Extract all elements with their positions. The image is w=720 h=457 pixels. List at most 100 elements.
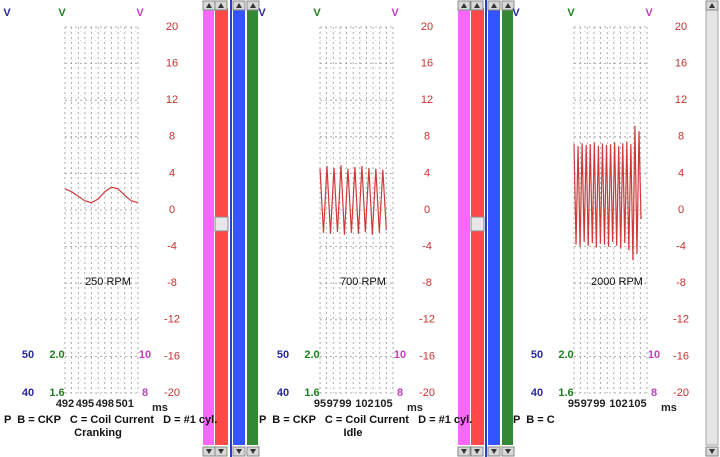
scale-max: 2.0 <box>304 349 319 361</box>
scale-min: 8 <box>651 387 657 399</box>
y-tick-label: 20 <box>166 21 178 33</box>
y-tick-label: 8 <box>424 131 430 143</box>
arrow-glyph <box>218 3 224 8</box>
scale-min: 8 <box>142 387 148 399</box>
arrow-glyph <box>236 3 242 8</box>
y-tick-label: -8 <box>422 277 432 289</box>
x-tick-label: 97 <box>581 398 593 410</box>
arrow-glyph <box>505 3 511 8</box>
scale-min: 1.6 <box>304 387 319 399</box>
scroll-arrows <box>202 0 719 457</box>
blue-bar <box>488 8 500 445</box>
scale-unit: V <box>645 7 653 19</box>
y-tick-label: -8 <box>167 277 177 289</box>
scale-max: 50 <box>277 349 289 361</box>
y-tick-label: 4 <box>169 167 175 179</box>
scale-unit: V <box>3 7 11 19</box>
scale-min: 1.6 <box>558 387 573 399</box>
y-tick-label: 12 <box>421 94 433 106</box>
scale-unit: V <box>512 7 520 19</box>
waveform <box>319 165 387 235</box>
mode-label: Idle <box>344 427 363 439</box>
y-tick-label: -16 <box>673 350 689 362</box>
arrow-glyph <box>218 449 224 454</box>
x-tick-label: 97 <box>327 398 339 410</box>
y-tick-label: -20 <box>164 387 180 399</box>
scale-max: 2.0 <box>558 349 573 361</box>
rpm-label: 700 RPM <box>340 276 386 288</box>
y-tick-label: 16 <box>675 58 687 70</box>
green-bar <box>247 8 258 445</box>
arrow-glyph <box>461 3 467 8</box>
x-tick-label: 95 <box>314 398 326 410</box>
y-tick-label: -4 <box>422 241 432 253</box>
x-axis-label: ms <box>407 402 423 414</box>
y-tick-label: -12 <box>419 314 435 326</box>
magenta-bar <box>203 8 214 445</box>
y-tick-label: -8 <box>676 277 686 289</box>
scale-unit: V <box>391 7 399 19</box>
scale-min: 40 <box>22 387 34 399</box>
arrow-glyph <box>250 3 256 8</box>
y-tick-label: -12 <box>673 314 689 326</box>
x-tick-label: 99 <box>593 398 605 410</box>
blue-bar <box>233 8 245 445</box>
arrow-glyph <box>474 3 480 8</box>
scroll-thumb[interactable] <box>470 216 485 232</box>
y-tick-label: -4 <box>676 241 686 253</box>
divider <box>485 0 487 457</box>
scroll-thumb[interactable] <box>214 216 229 232</box>
x-tick-label: 99 <box>339 398 351 410</box>
scale-min: 40 <box>277 387 289 399</box>
waveform <box>64 186 139 204</box>
arrow-glyph <box>709 3 715 8</box>
channel-bars <box>203 0 719 457</box>
x-tick-label: 501 <box>116 398 134 410</box>
footer-legend: P B = CKP C = Coil Current D = #1 cyl. <box>259 414 472 426</box>
y-tick-label: 4 <box>678 167 684 179</box>
y-tick-label: -20 <box>419 387 435 399</box>
scale-max: 2.0 <box>49 349 64 361</box>
x-tick-label: 95 <box>568 398 580 410</box>
scale-unit: V <box>136 7 144 19</box>
y-tick-label: 12 <box>166 94 178 106</box>
scale-unit: V <box>567 7 575 19</box>
x-tick-label: 492 <box>56 398 74 410</box>
x-axis-label: ms <box>661 402 677 414</box>
scale-unit: V <box>313 7 321 19</box>
x-tick-label: 105 <box>628 398 646 410</box>
y-tick-label: 4 <box>424 167 430 179</box>
y-tick-label: 8 <box>678 131 684 143</box>
divider <box>230 0 232 457</box>
scale-max: 10 <box>394 349 406 361</box>
x-tick-label: 102 <box>355 398 373 410</box>
rpm-label: 2000 RPM <box>591 276 643 288</box>
arrow-glyph <box>505 449 511 454</box>
green-bar <box>502 8 513 445</box>
scale-max: 10 <box>139 349 151 361</box>
arrow-glyph <box>709 449 715 454</box>
scale-min: 1.6 <box>49 387 64 399</box>
arrow-glyph <box>206 449 212 454</box>
arrow-glyph <box>250 449 256 454</box>
y-tick-label: 12 <box>675 94 687 106</box>
y-tick-label: 0 <box>424 204 430 216</box>
x-tick-label: 498 <box>96 398 114 410</box>
footer-legend: P B = CKP C = Coil Current D = #1 cyl. <box>4 414 217 426</box>
y-tick-label: 8 <box>169 131 175 143</box>
scale-min: 40 <box>531 387 543 399</box>
scale-unit: V <box>258 7 266 19</box>
scale-max: 10 <box>648 349 660 361</box>
arrow-glyph <box>461 449 467 454</box>
x-axis-label: ms <box>152 402 168 414</box>
y-tick-label: -12 <box>164 314 180 326</box>
footer-legend: P B = C <box>513 414 555 426</box>
x-tick-label: 105 <box>374 398 392 410</box>
x-tick-label: 495 <box>76 398 94 410</box>
y-tick-label: 0 <box>678 204 684 216</box>
y-tick-label: 16 <box>166 58 178 70</box>
mode-label: Cranking <box>74 427 122 439</box>
